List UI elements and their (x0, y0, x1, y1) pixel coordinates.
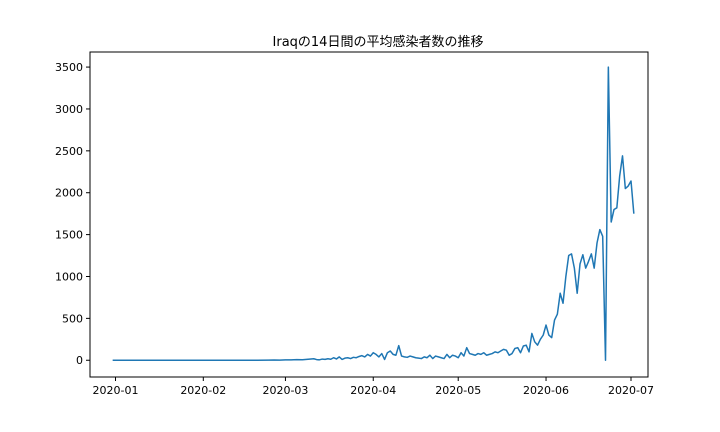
y-tick-label: 1000 (55, 270, 83, 283)
plot-frame (89, 51, 649, 378)
x-tick-label: 2020-02 (180, 384, 226, 397)
x-tick-label: 2020-07 (608, 384, 654, 397)
x-tick-label: 2020-01 (93, 384, 139, 397)
x-tick-label: 2020-03 (262, 384, 308, 397)
y-tick-label: 2000 (55, 187, 83, 200)
x-tick-label: 2020-04 (350, 384, 396, 397)
x-tick-label: 2020-06 (523, 384, 569, 397)
x-tick-label: 2020-05 (435, 384, 481, 397)
y-tick-label: 1500 (55, 229, 83, 242)
y-tick-label: 500 (62, 312, 83, 325)
y-tick-label: 0 (76, 354, 83, 367)
y-tick-label: 3500 (55, 61, 83, 74)
chart-title: Iraqの14日間の平均感染者数の推移 (273, 34, 484, 50)
series-line (112, 66, 635, 361)
y-tick-label: 3000 (55, 103, 83, 116)
x-axis: 2020-01 2020-02 2020-03 2020-04 2020-05 2020-… (93, 377, 654, 397)
y-tick-label: 2500 (55, 145, 83, 158)
y-axis: 0 500 1000 1500 2000 2500 3000 3500 (55, 61, 90, 367)
